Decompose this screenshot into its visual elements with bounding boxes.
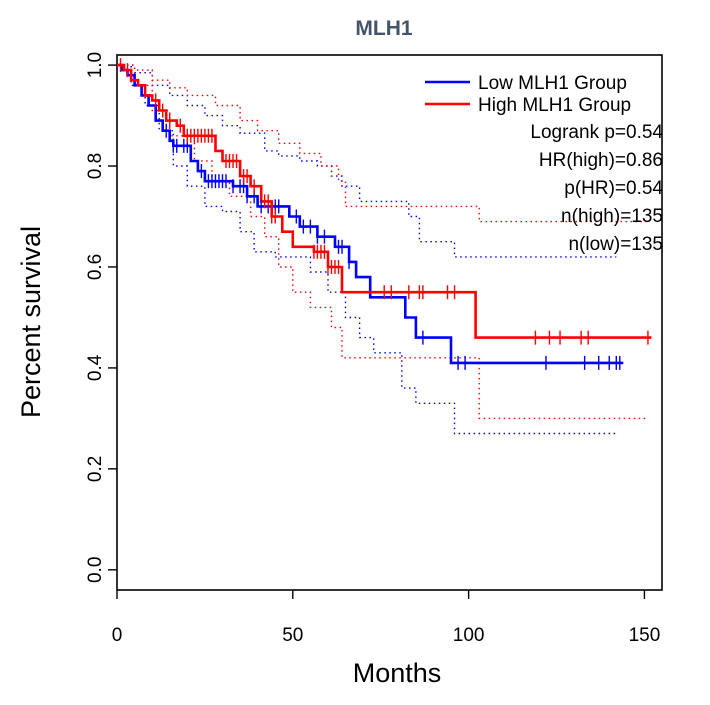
y-tick-label: 0.0 <box>85 557 106 583</box>
y-tick-label: 1.0 <box>85 52 106 78</box>
axes: 0 50 100 150 0.0 0.2 0.4 0.6 0.8 1.0 <box>85 52 660 646</box>
annotation-p-hr: p(HR)=0.54 <box>564 178 663 199</box>
ci-lower-low <box>117 64 617 435</box>
x-tick-label: 150 <box>629 625 661 646</box>
censor-marks <box>119 58 649 370</box>
legend: Low MLH1 Group High MLH1 Group Logrank p… <box>425 73 663 255</box>
legend-high-label: High MLH1 Group <box>478 95 631 116</box>
x-tick-label: 50 <box>282 625 303 646</box>
chart-title: MLH1 <box>355 17 412 40</box>
annotation-hr: HR(high)=0.86 <box>539 150 663 171</box>
y-tick-label: 0.6 <box>85 254 106 280</box>
plot-frame <box>116 54 663 591</box>
x-tick-label: 0 <box>112 625 123 646</box>
x-axis-label: Months <box>353 658 442 688</box>
y-tick-label: 0.2 <box>85 456 106 482</box>
annotation-n-low: n(low)=135 <box>568 234 663 255</box>
legend-low-label: Low MLH1 Group <box>478 73 627 94</box>
x-tick-label: 100 <box>453 625 485 646</box>
y-axis-label: Percent survival <box>16 226 46 418</box>
ci-upper-high <box>117 64 648 223</box>
y-tick-label: 0.8 <box>85 153 106 179</box>
annotation-n-high: n(high)=135 <box>561 206 663 227</box>
y-tick-label: 0.4 <box>85 354 106 381</box>
annotation-logrank: Logrank p=0.54 <box>530 122 663 143</box>
